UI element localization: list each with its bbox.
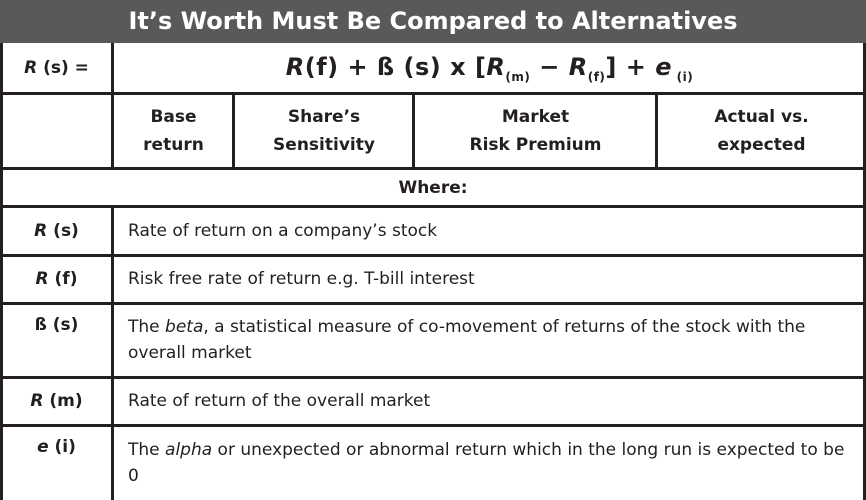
definition-arg: (s) (47, 221, 79, 241)
definition-symbol-ei: e (i) (0, 425, 113, 500)
definition-em: beta (165, 317, 204, 337)
definition-symbol: R (30, 391, 44, 411)
definition-symbol: e (37, 437, 49, 457)
border-left (0, 43, 3, 500)
divider-comp-3 (655, 93, 658, 169)
divider-col-symbol-bottom (111, 207, 114, 500)
component-line1: Share’s (287, 107, 361, 127)
component-line2: return (143, 135, 204, 155)
formula-rf-symbol: R (285, 52, 305, 81)
definition-arg: (i) (48, 437, 76, 457)
definition-symbol: ß (34, 315, 47, 335)
definition-arg: (s) (46, 315, 79, 335)
divider-col-symbol-top (111, 43, 114, 169)
formula-expression: R(f) + ß (s) x [R(m) − R(f)] + e (i) (113, 43, 866, 93)
divider-row-def1 (0, 254, 866, 257)
formula-rf2-subscript: (f) (587, 69, 606, 84)
formula-lhs: R (s) = (0, 43, 113, 93)
formula-rf-arg: (f) + ß (s) x [ (304, 52, 487, 81)
definition-arg: (f) (48, 269, 78, 289)
definition-post: or unexpected or abnormal return which i… (128, 439, 845, 486)
component-line1: Market (501, 107, 570, 127)
definition-symbol: R (34, 221, 48, 241)
definition-symbol-rf: R (f) (0, 255, 113, 303)
component-share-sensitivity: Share’s Sensitivity (234, 93, 414, 169)
formula-lhs-arg: (s) = (37, 58, 89, 78)
definition-text-ei: The alpha or unexpected or abnormal retu… (113, 425, 866, 500)
formula-e-symbol: e (655, 52, 672, 81)
divider-row-def4 (0, 424, 866, 427)
definition-pre: Rate of return of the overall market (128, 391, 431, 411)
definition-text-rf: Risk free rate of return e.g. T-bill int… (113, 255, 866, 303)
formula-rm-symbol: R (486, 52, 506, 81)
definition-symbol: R (35, 269, 49, 289)
divider-row-def3 (0, 376, 866, 379)
definition-text-rm: Rate of return of the overall market (113, 377, 866, 425)
definition-em: alpha (165, 439, 213, 460)
component-actual-vs-expected: Actual vs. expected (657, 93, 866, 169)
formula-rf2-symbol: R (568, 52, 588, 81)
table-title: It’s Worth Must Be Compared to Alternati… (0, 0, 866, 43)
divider-row-formula (0, 92, 866, 95)
component-line2: expected (717, 135, 806, 155)
divider-row-components (0, 167, 866, 170)
formula-rm-subscript: (m) (505, 69, 531, 84)
formula-plus: ] + (605, 52, 656, 81)
formula-lhs-symbol: R (24, 58, 38, 78)
definition-post: , a statistical measure of co-movement o… (128, 317, 806, 363)
divider-row-def2 (0, 302, 866, 305)
definition-arg: (m) (43, 391, 83, 411)
component-line1: Actual vs. (714, 107, 809, 127)
divider-comp-2 (412, 93, 415, 169)
definition-text-beta: The beta, a statistical measure of co-mo… (113, 303, 866, 377)
where-heading: Where: (398, 178, 468, 198)
definition-pre: Rate of return on a company’s stock (128, 221, 438, 241)
component-market-risk-premium: Market Risk Premium (414, 93, 657, 169)
definition-text-rs: Rate of return on a company’s stock (113, 207, 866, 255)
border-right (863, 43, 866, 500)
formula-minus: − (530, 52, 569, 81)
divider-row-where (0, 205, 866, 208)
definition-symbol-beta: ß (s) (0, 303, 113, 377)
definition-pre: The (128, 317, 166, 337)
definition-pre: The (128, 439, 166, 460)
definition-symbol-rm: R (m) (0, 377, 113, 425)
component-line1: Base (150, 107, 197, 127)
definition-symbol-rs: R (s) (0, 207, 113, 255)
formula-e-subscript: (i) (671, 69, 694, 84)
component-line2: Sensitivity (273, 135, 375, 155)
divider-comp-1 (232, 93, 235, 169)
component-base-return: Base return (113, 93, 234, 169)
definition-pre: Risk free rate of return e.g. T-bill int… (128, 269, 475, 289)
component-line2: Risk Premium (469, 135, 602, 155)
